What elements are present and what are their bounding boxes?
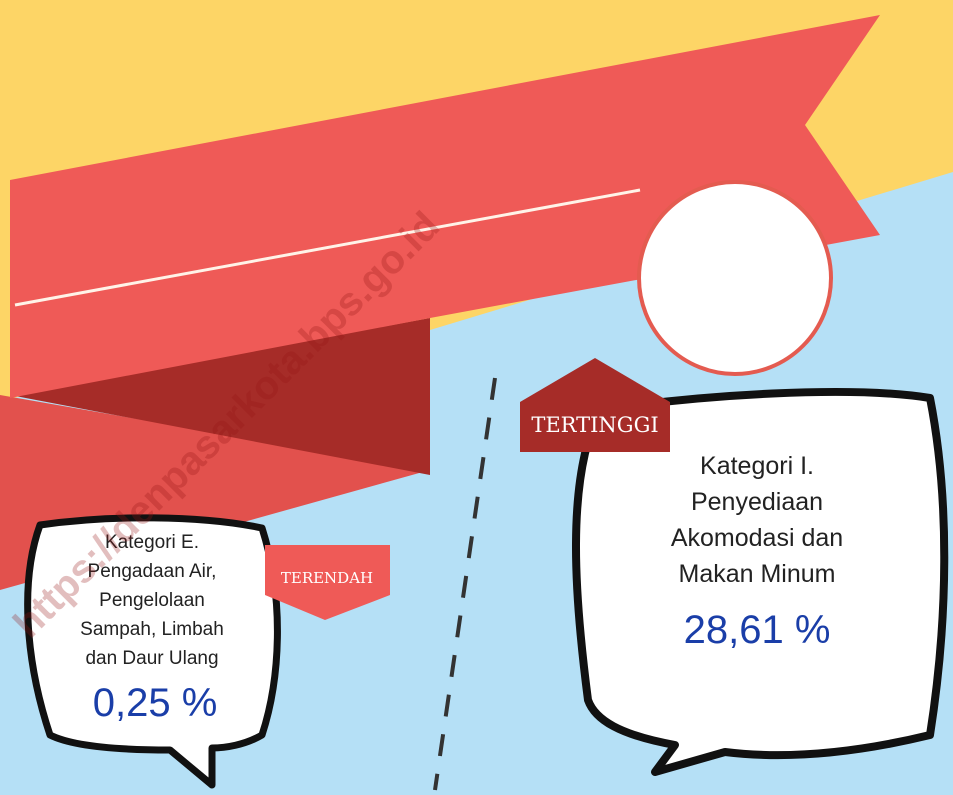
text-line: Akomodasi dan bbox=[671, 524, 843, 552]
text-line: Sampah, Limbah bbox=[80, 619, 224, 640]
text-line: Makan Minum bbox=[679, 560, 836, 588]
text-line: Penyediaan bbox=[691, 488, 823, 516]
tag bbox=[520, 358, 670, 452]
value: 28,61 % bbox=[684, 608, 831, 652]
value: 0,25 % bbox=[93, 681, 218, 725]
text-line: Pengadaan Air, bbox=[88, 561, 217, 582]
ribbon-line bbox=[14, 188, 641, 307]
text-line: Kategori E. bbox=[105, 532, 199, 553]
ribbon-main bbox=[10, 15, 880, 398]
text-line: Pengelolaan bbox=[99, 590, 205, 611]
text-block: Kategori E. Pengadaan Air, Pengelolaan Samp… bbox=[80, 532, 224, 669]
ribbon-fold bbox=[10, 318, 430, 475]
tag-label: TERTINGGI bbox=[531, 413, 658, 437]
tag bbox=[265, 545, 390, 620]
divider bbox=[433, 377, 497, 791]
speech-bubble bbox=[572, 387, 949, 776]
text-block: Kategori I. Penyediaan Akomodasi dan Makan … bbox=[671, 452, 843, 588]
speech-bubble bbox=[24, 514, 281, 789]
text-line: dan Daur Ulang bbox=[85, 648, 218, 669]
text-line: Kategori I. bbox=[700, 452, 814, 480]
circle bbox=[637, 180, 833, 376]
tag-label: TERENDAH bbox=[281, 569, 373, 587]
